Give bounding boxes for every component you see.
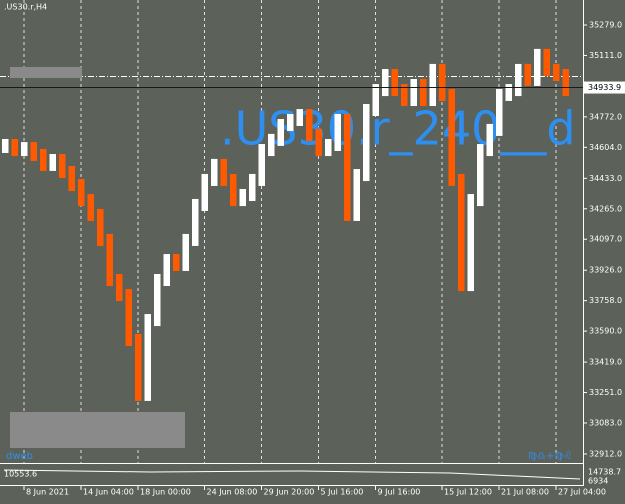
x-tick-label: 8 Jun 2021 <box>26 488 69 497</box>
y-tick-label: 32912.0 <box>589 449 622 458</box>
y-tick-label: 35279.0 <box>589 20 622 29</box>
x-tick-label: 18 Jun 00:00 <box>140 488 191 497</box>
x-tick-label: 5 Jul 16:00 <box>321 488 364 497</box>
x-tick-label: 15 Jul 12:00 <box>444 488 492 497</box>
price-bar <box>287 113 294 132</box>
x-tick-label: 14 Jun 04:00 <box>83 488 134 497</box>
price-bar <box>78 179 85 207</box>
price-bar <box>211 158 218 186</box>
price-bar <box>163 254 170 286</box>
price-bar <box>239 188 246 207</box>
x-tick-label: 9 Jul 16:00 <box>378 488 421 497</box>
price-bar <box>334 113 341 151</box>
indicator-min: 6934 <box>588 477 608 486</box>
price-bar <box>524 63 531 86</box>
price-bar <box>135 333 142 401</box>
y-tick-label: 34097.0 <box>589 235 622 244</box>
price-bar <box>543 48 550 76</box>
price-bar <box>534 48 541 86</box>
price-bar <box>21 142 28 157</box>
price-bar <box>173 254 180 271</box>
price-bar <box>249 173 256 201</box>
price-bar <box>372 84 379 116</box>
price-bar <box>59 154 66 178</box>
price-bar <box>562 69 569 97</box>
price-bar <box>410 78 417 107</box>
price-bar <box>505 84 512 101</box>
y-tick-label: 34772.0 <box>589 112 622 121</box>
y-tick-label: 33083.0 <box>589 418 622 427</box>
corner-label: dweb <box>6 451 33 462</box>
overlay-box <box>10 67 82 78</box>
price-bar <box>420 78 427 107</box>
price-bar <box>192 198 199 246</box>
price-bar <box>448 88 455 186</box>
price-bar <box>344 113 351 221</box>
price-bar <box>30 142 37 161</box>
y-tick-label: 33926.0 <box>589 266 622 275</box>
price-bar <box>144 314 151 401</box>
price-bar <box>87 194 94 221</box>
price-bar <box>116 273 123 302</box>
price-bar <box>458 173 465 292</box>
y-tick-label: 33419.0 <box>589 358 622 367</box>
price-bar <box>258 144 265 186</box>
y-tick-label: 33251.0 <box>589 388 622 397</box>
x-tick-label: 27 Jul 04:00 <box>558 488 606 497</box>
price-bar <box>106 233 113 286</box>
price-bar <box>296 109 303 126</box>
price-bar <box>429 63 436 107</box>
price-bar <box>40 148 47 171</box>
price-bar <box>11 138 18 157</box>
price-bar <box>220 158 227 186</box>
chart-title: .US30.r,H4 <box>4 3 47 12</box>
y-tick-label: 35111.0 <box>589 51 622 60</box>
current-price-label: 34933.9 <box>588 83 621 92</box>
price-bar <box>97 208 104 246</box>
y-tick-label: 34433.0 <box>589 174 622 183</box>
price-bar <box>553 63 560 82</box>
x-tick-label: 24 Jun 08:00 <box>207 488 258 497</box>
x-tick-label: 21 Jul 08:00 <box>501 488 549 497</box>
price-bar <box>477 144 484 207</box>
price-bar <box>401 84 408 107</box>
price-bar <box>125 289 132 346</box>
price-bar <box>201 173 208 211</box>
overlay-box <box>10 412 185 448</box>
y-tick-label: 33758.0 <box>589 296 622 305</box>
price-bar <box>486 123 493 157</box>
indicator-label: 10553.6 <box>4 470 37 479</box>
y-tick-label: 34265.0 <box>589 204 622 213</box>
price-bar <box>154 273 161 327</box>
y-tick-label: 33590.0 <box>589 327 622 336</box>
price-bar <box>2 138 9 153</box>
price-bar <box>306 109 313 142</box>
price-bar <box>182 233 189 271</box>
indicator-max: 14738.7 <box>588 468 621 477</box>
price-bar <box>496 88 503 136</box>
price-bar <box>325 138 332 157</box>
price-bar <box>230 173 237 207</box>
y-tick-label: 34604.0 <box>589 143 622 152</box>
current-price-box <box>584 81 625 94</box>
price-bar <box>439 63 446 101</box>
price-bar <box>391 69 398 97</box>
corner-label: ♍♎+♍♌ <box>528 451 572 462</box>
price-bar <box>268 133 275 157</box>
price-bar <box>315 129 322 157</box>
price-bar <box>515 63 522 97</box>
price-bar <box>467 194 474 292</box>
price-bar <box>382 69 389 97</box>
price-bar <box>49 154 56 171</box>
price-bar <box>353 169 360 221</box>
price-bar <box>277 119 284 146</box>
price-bar <box>363 103 370 182</box>
price-bar <box>68 165 75 192</box>
indicator-line <box>3 469 581 480</box>
x-tick-label: 29 Jun 20:00 <box>264 488 315 497</box>
